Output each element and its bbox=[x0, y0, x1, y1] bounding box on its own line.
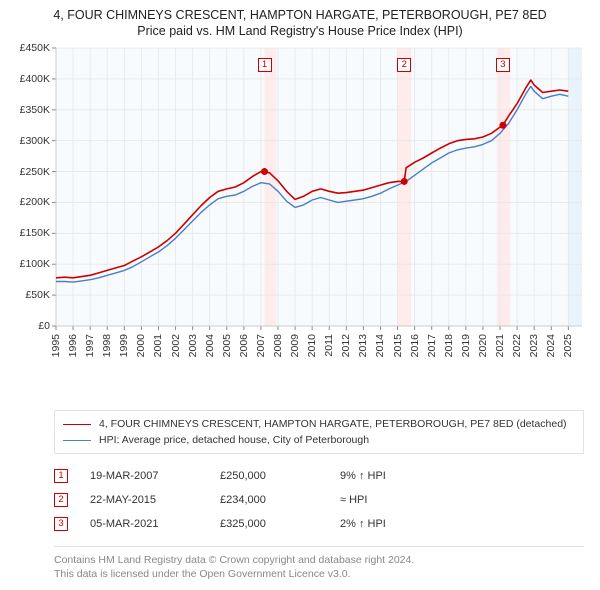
event-date: 22-MAY-2015 bbox=[90, 494, 220, 506]
x-tick-label: 2019 bbox=[460, 334, 472, 357]
y-tick-label: £0 bbox=[38, 320, 50, 332]
event-row: 1 19-MAR-2007£250,0009% ↑ HPI bbox=[54, 464, 584, 488]
y-tick-label: £50K bbox=[25, 289, 50, 301]
legend-box: 4, FOUR CHIMNEYS CRESCENT, HAMPTON HARGA… bbox=[54, 410, 584, 454]
legend-swatch bbox=[63, 440, 91, 441]
x-tick-label: 2025 bbox=[562, 334, 574, 357]
event-row: 2 22-MAY-2015£234,000≈ HPI bbox=[54, 488, 584, 512]
x-tick-label: 1997 bbox=[84, 334, 96, 357]
x-tick-label: 2017 bbox=[426, 334, 438, 357]
x-tick-label: 2011 bbox=[323, 334, 335, 357]
x-tick-label: 2013 bbox=[357, 334, 369, 357]
x-tick-label: 2006 bbox=[238, 334, 250, 357]
chart-marker-2: 2 bbox=[397, 58, 411, 72]
x-tick-label: 2012 bbox=[340, 334, 352, 357]
x-tick-label: 2005 bbox=[221, 334, 233, 357]
event-price: £234,000 bbox=[220, 494, 340, 506]
chart-area: £0 £50K £100K £150K £200K £250K £300K £350K £400… bbox=[12, 44, 588, 374]
event-marker-3: 3 bbox=[54, 517, 68, 531]
x-tick-label: 2023 bbox=[528, 334, 540, 357]
event-row: 3 05-MAR-2021£325,0002% ↑ HPI bbox=[54, 512, 584, 536]
y-tick-label: £400K bbox=[20, 73, 50, 85]
x-tick-label: 2003 bbox=[187, 334, 199, 357]
x-tick-label: 2000 bbox=[135, 334, 147, 357]
event-marker-1: 1 bbox=[54, 469, 68, 483]
legend-row: 4, FOUR CHIMNEYS CRESCENT, HAMPTON HARGA… bbox=[63, 416, 575, 432]
legend-row: HPI: Average price, detached house, City… bbox=[63, 432, 575, 448]
x-tick-label: 1995 bbox=[50, 334, 62, 357]
y-tick-label: £200K bbox=[20, 196, 50, 208]
chart-marker-3: 3 bbox=[496, 58, 510, 72]
event-date: 05-MAR-2021 bbox=[90, 518, 220, 530]
y-tick-label: £300K bbox=[20, 135, 50, 147]
y-tick-label: £150K bbox=[20, 227, 50, 239]
footer-line1: Contains HM Land Registry data © Crown c… bbox=[54, 553, 584, 567]
x-tick-label: 2014 bbox=[374, 334, 386, 357]
y-tick-label: £350K bbox=[20, 104, 50, 116]
x-tick-label: 2018 bbox=[443, 334, 455, 357]
event-delta: 9% ↑ HPI bbox=[340, 470, 386, 482]
event-price: £250,000 bbox=[220, 470, 340, 482]
chart-container: 4, FOUR CHIMNEYS CRESCENT, HAMPTON HARGA… bbox=[0, 0, 600, 585]
chart-svg bbox=[12, 44, 588, 374]
y-tick-label: £100K bbox=[20, 258, 50, 270]
chart-title-line2: Price paid vs. HM Land Registry's House … bbox=[12, 24, 588, 38]
x-tick-label: 1999 bbox=[118, 334, 130, 357]
x-tick-label: 1996 bbox=[67, 334, 79, 357]
footer-attribution: Contains HM Land Registry data © Crown c… bbox=[54, 546, 584, 581]
y-tick-label: £450K bbox=[20, 42, 50, 54]
x-tick-label: 2022 bbox=[511, 334, 523, 357]
x-tick-label: 2015 bbox=[392, 334, 404, 357]
chart-marker-1: 1 bbox=[258, 58, 272, 72]
event-delta: 2% ↑ HPI bbox=[340, 518, 386, 530]
x-tick-label: 2016 bbox=[409, 334, 421, 357]
x-tick-label: 2004 bbox=[204, 334, 216, 357]
event-marker-2: 2 bbox=[54, 493, 68, 507]
footer-line2: This data is licensed under the Open Gov… bbox=[54, 567, 584, 581]
y-tick-label: £250K bbox=[20, 166, 50, 178]
event-date: 19-MAR-2007 bbox=[90, 470, 220, 482]
event-delta: ≈ HPI bbox=[340, 494, 367, 506]
x-tick-label: 2020 bbox=[477, 334, 489, 357]
x-tick-label: 2007 bbox=[255, 334, 267, 357]
x-tick-label: 2010 bbox=[306, 334, 318, 357]
x-tick-label: 2009 bbox=[289, 334, 301, 357]
x-tick-label: 2021 bbox=[494, 334, 506, 357]
events-table: 1 19-MAR-2007£250,0009% ↑ HPI 2 22-MAY-2015… bbox=[54, 464, 584, 536]
x-tick-label: 2002 bbox=[170, 334, 182, 357]
x-tick-label: 1998 bbox=[101, 334, 113, 357]
legend-swatch bbox=[63, 424, 91, 425]
legend-label: 4, FOUR CHIMNEYS CRESCENT, HAMPTON HARGA… bbox=[99, 418, 567, 430]
chart-title-line1: 4, FOUR CHIMNEYS CRESCENT, HAMPTON HARGA… bbox=[12, 8, 588, 22]
event-price: £325,000 bbox=[220, 518, 340, 530]
x-tick-label: 2001 bbox=[152, 334, 164, 357]
x-tick-label: 2008 bbox=[272, 334, 284, 357]
chart-title-block: 4, FOUR CHIMNEYS CRESCENT, HAMPTON HARGA… bbox=[12, 8, 588, 38]
legend-label: HPI: Average price, detached house, City… bbox=[99, 434, 369, 446]
x-tick-label: 2024 bbox=[545, 334, 557, 357]
